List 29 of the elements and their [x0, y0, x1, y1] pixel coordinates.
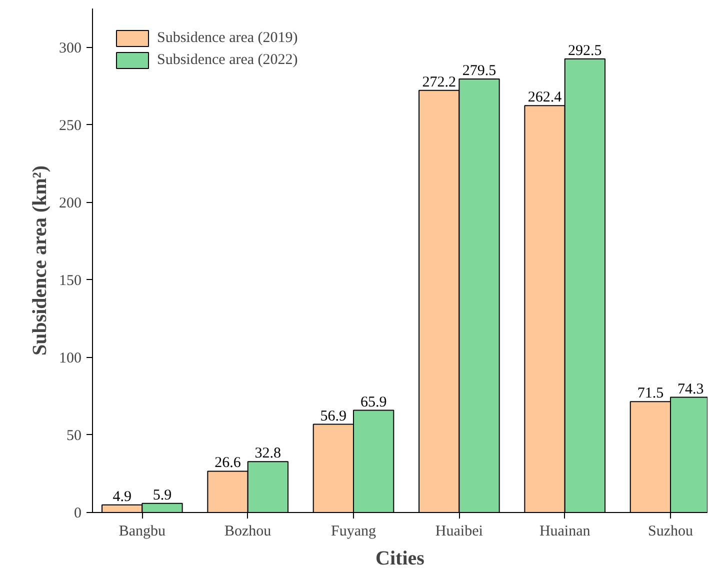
y-tick-label: 100	[59, 350, 82, 366]
x-tick-label: Bangbu	[118, 524, 166, 540]
data-label: 5.9	[152, 487, 172, 504]
data-label: 262.4	[528, 90, 562, 106]
y-tick-label: 50	[66, 428, 82, 444]
x-tick-label: Bozhou	[224, 524, 272, 540]
data-label: 292.5	[568, 42, 602, 59]
data-label: 65.9	[360, 394, 387, 410]
y-tick-label: 300	[59, 40, 82, 56]
y-tick-label: 0	[74, 506, 82, 522]
data-label: 279.5	[462, 63, 496, 80]
x-tick-label: Suzhou	[648, 524, 694, 540]
y-tick-label: 150	[59, 272, 82, 289]
x-tick-label: Fuyang	[331, 524, 377, 540]
data-label: 272.2	[422, 74, 456, 90]
legend-label: Subsidence area (2019)	[157, 30, 298, 46]
data-label: 74.3	[677, 381, 704, 398]
x-tick-label: Huainan	[539, 524, 591, 540]
x-axis-title: Cities	[376, 548, 425, 570]
data-label: 4.9	[112, 488, 132, 505]
legend-label: Subsidence area (2022)	[157, 52, 298, 68]
y-axis-title: Subsidence area (km²)	[29, 165, 51, 356]
data-label: 26.6	[214, 455, 242, 472]
data-label: 71.5	[637, 386, 664, 402]
data-label: 32.8	[254, 446, 282, 462]
y-tick-label: 200	[59, 195, 82, 212]
data-label: 56.9	[320, 408, 347, 424]
y-tick-label: 250	[59, 118, 82, 134]
x-tick-label: Huaibei	[435, 524, 483, 540]
